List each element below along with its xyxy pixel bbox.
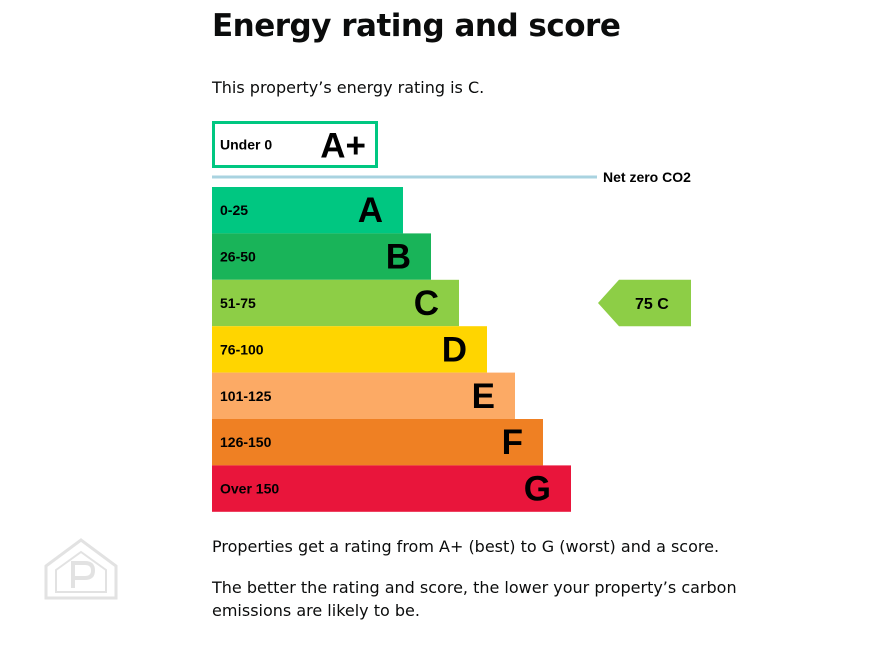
carbon-emissions-note: The better the rating and score, the low… [212, 578, 737, 620]
energy-rating-summary: This property’s energy rating is C. [212, 78, 485, 97]
current-rating-arrow [598, 279, 691, 327]
band-f [212, 419, 543, 466]
band-letter-label: G [524, 470, 551, 509]
band-letter-label: A [358, 191, 383, 230]
band-letter-label: F [502, 423, 523, 462]
band-letter-label: D [442, 330, 467, 369]
current-rating-label: 75 C [635, 296, 669, 313]
rating-scale-note: Properties get a rating from A+ (best) t… [212, 537, 720, 556]
band-a-plus [212, 121, 378, 168]
band-range-label: Under 0 [220, 137, 272, 153]
band-c [212, 279, 459, 327]
page-title: Energy rating and score [212, 8, 621, 44]
band-a [212, 187, 403, 234]
band-e [212, 372, 515, 419]
band-range-label: 26-50 [220, 249, 256, 265]
band-range-label: Over 150 [220, 481, 279, 497]
property-logo-watermark [44, 538, 118, 600]
band-range-label: 0-25 [220, 202, 248, 218]
band-b [212, 233, 431, 280]
net-zero-label: Net zero CO2 [603, 169, 691, 185]
band-letter-label: E [472, 377, 495, 416]
band-d [212, 326, 487, 373]
band-letter-label: A+ [320, 127, 366, 166]
band-letter-label: C [414, 284, 439, 323]
band-range-label: 126-150 [220, 434, 272, 450]
band-g [212, 465, 571, 512]
band-range-label: 76-100 [220, 341, 264, 357]
band-letter-label: B [386, 238, 411, 277]
band-range-label: 51-75 [220, 295, 256, 311]
band-range-label: 101-125 [220, 388, 272, 404]
